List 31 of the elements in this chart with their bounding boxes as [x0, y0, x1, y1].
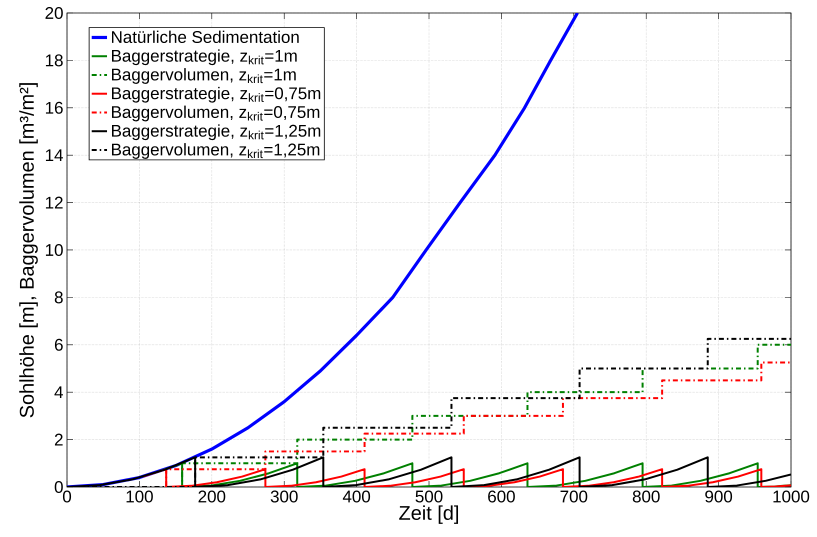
- x-tick-label: 400: [342, 490, 370, 503]
- y-tick-label: 14: [46, 149, 63, 162]
- x-tick-label: 900: [705, 490, 732, 503]
- x-tick-label: 0: [62, 490, 72, 503]
- x-tick-label: 800: [632, 490, 660, 503]
- y-tick-label: 10: [46, 244, 63, 256]
- y-tick-label: 20: [46, 6, 63, 19]
- y-axis-title: Sohlhöhe [m], Baggervolumen [m³/m²]: [19, 83, 38, 418]
- y-tick-label: 18: [46, 54, 63, 66]
- y-tick-label: 6: [54, 338, 63, 351]
- x-tick-label: 300: [270, 490, 298, 503]
- y-tick-label: 16: [46, 102, 63, 114]
- legend-label: Baggerstrategie, z$_{krit}$=1,25m: [112, 124, 320, 140]
- x-tick-label: 500: [416, 490, 442, 503]
- legend-label: Baggerstrategie, z$_{krit}$=1m: [112, 49, 297, 66]
- legend-label: Baggervolumen, z$_{krit}$=0,75m: [112, 106, 320, 122]
- y-tick-label: 0: [54, 480, 63, 493]
- legend-label: Baggervolumen, z$_{krit}$=1,25m: [112, 143, 320, 159]
- y-tick-label: 4: [54, 386, 63, 398]
- legend-label: Natürliche Sedimentation: [112, 30, 299, 44]
- x-tick-label: 200: [198, 490, 226, 503]
- y-tick-label: 2: [54, 434, 63, 446]
- x-axis-title: Zeit [d]: [399, 505, 458, 524]
- x-tick-label: 100: [126, 490, 153, 503]
- x-tick-label: 600: [488, 490, 515, 503]
- y-tick-label: 8: [54, 291, 63, 304]
- legend-label: Baggerstrategie, z$_{krit}$=0,75m: [112, 86, 320, 103]
- y-tick-label: 12: [46, 196, 63, 208]
- x-tick-label: 1000: [773, 490, 810, 503]
- legend-label: Baggervolumen, z$_{krit}$=1m: [112, 68, 296, 84]
- x-tick-label: 700: [560, 490, 588, 503]
